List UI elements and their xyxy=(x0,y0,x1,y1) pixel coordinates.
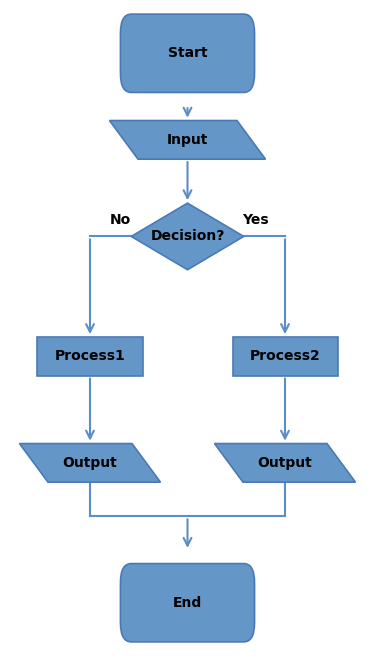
Text: Input: Input xyxy=(167,133,208,147)
Text: End: End xyxy=(173,595,202,610)
Text: Yes: Yes xyxy=(242,212,268,227)
FancyBboxPatch shape xyxy=(120,14,255,93)
Text: Output: Output xyxy=(63,456,117,470)
Text: Process1: Process1 xyxy=(55,349,125,364)
Text: Decision?: Decision? xyxy=(150,229,225,244)
Polygon shape xyxy=(214,444,356,482)
Polygon shape xyxy=(131,203,244,270)
FancyBboxPatch shape xyxy=(120,563,255,642)
Polygon shape xyxy=(20,444,160,482)
Text: Start: Start xyxy=(168,46,207,61)
Polygon shape xyxy=(110,121,266,159)
Bar xyxy=(232,337,338,376)
Text: No: No xyxy=(110,212,130,227)
Text: Process2: Process2 xyxy=(250,349,320,364)
Bar xyxy=(38,337,142,376)
Text: Output: Output xyxy=(258,456,312,470)
